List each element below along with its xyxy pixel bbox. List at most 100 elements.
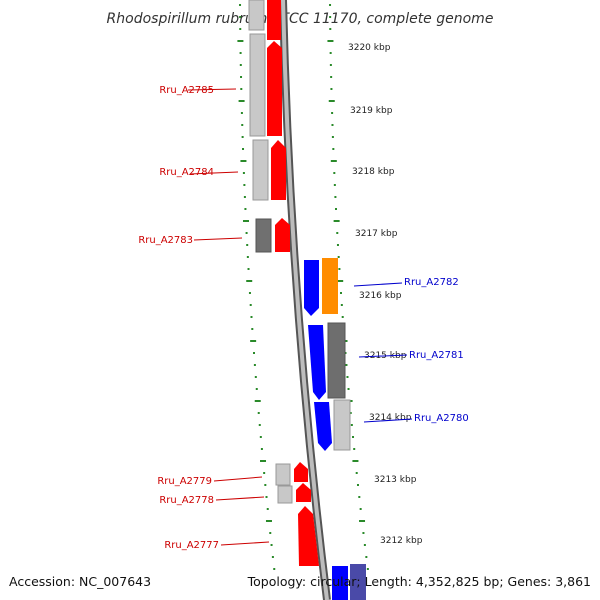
tick-mark (331, 112, 334, 114)
tick-mark (259, 436, 262, 438)
tick-mark (240, 76, 243, 78)
tick-mark (249, 304, 252, 306)
genome-backbone (279, 0, 331, 600)
tick-mark (338, 268, 341, 270)
tick-mark (330, 160, 337, 162)
tick-mark (240, 88, 243, 90)
tick-mark (332, 148, 335, 150)
tick-mark (336, 244, 339, 246)
tick-mark (264, 484, 267, 486)
feature-blue-arrow (308, 325, 326, 400)
gene-leader-line (215, 496, 265, 501)
tick-mark (329, 4, 332, 6)
scale-label: 3212 kbp (380, 536, 423, 546)
tick-mark (255, 388, 258, 390)
tick-mark (329, 52, 332, 54)
tick-mark (359, 508, 362, 510)
genome-stats-text: Topology: circular; Length: 4,352,825 bp… (247, 574, 591, 589)
tick-mark (341, 316, 344, 318)
tick-mark (248, 292, 251, 294)
tick-mark (333, 172, 336, 174)
feature-red-arrow (294, 462, 308, 482)
accession-text: Accession: NC_007643 (9, 574, 151, 589)
tick-mark (327, 40, 334, 42)
tick-mark (333, 220, 340, 222)
gene-leader-line (187, 88, 237, 91)
tick-mark (265, 496, 268, 498)
feature-red-arrow (271, 140, 286, 200)
gene-label: Rru_A2779 (157, 476, 212, 487)
feature-red-arrow (298, 506, 319, 566)
feature-gray (327, 322, 346, 399)
tick-mark (241, 136, 244, 138)
tick-mark (266, 508, 269, 510)
tick-mark (239, 4, 242, 6)
gene-label: Rru_A2783 (138, 235, 193, 246)
gene-leader-line (189, 171, 239, 175)
feature-orange (322, 258, 338, 314)
tick-mark (245, 232, 248, 234)
tick-mark (363, 544, 366, 546)
tick-mark (265, 520, 272, 522)
feature-slate (350, 564, 366, 600)
feature-blue-arrow (314, 402, 332, 451)
tick-mark (337, 256, 340, 258)
tick-mark (247, 268, 250, 270)
gene-label: Rru_A2780 (414, 413, 469, 424)
tick-mark (349, 412, 352, 414)
tick-mark (355, 472, 358, 474)
gene-leader-line (220, 541, 270, 546)
tick-mark (352, 436, 355, 438)
gene-label: Rru_A2781 (409, 350, 464, 361)
tick-mark (346, 376, 349, 378)
scale-label: 3214 kbp (369, 413, 412, 423)
tick-mark (244, 208, 247, 210)
tick-mark (337, 280, 344, 282)
feature-red-arrow (267, 41, 282, 136)
feature-blue-arrow (304, 260, 319, 316)
tick-mark (270, 544, 273, 546)
gene-leader-line (213, 476, 263, 482)
tick-mark (241, 124, 244, 126)
tick-mark (260, 448, 263, 450)
tick-mark (254, 400, 261, 402)
scale-label: 3219 kbp (350, 106, 393, 116)
gene-leader-line (193, 237, 243, 241)
feature-gray (277, 485, 293, 504)
gene-label: Rru_A2778 (159, 495, 214, 506)
feature-gray (248, 0, 265, 31)
gene-leader-line (358, 354, 408, 358)
tick-mark (254, 376, 257, 378)
tick-mark (260, 460, 267, 462)
tick-mark (242, 220, 249, 222)
tick-mark (250, 340, 257, 342)
tick-mark (251, 328, 254, 330)
tick-mark (273, 568, 276, 570)
tick-mark (246, 256, 249, 258)
tick-mark (242, 172, 245, 174)
tick-mark (328, 100, 335, 102)
tick-mark (331, 124, 334, 126)
tick-mark (240, 112, 243, 114)
tick-mark (366, 568, 369, 570)
map-title: Rhodospirillum rubrum ATCC 11170, comple… (107, 11, 494, 27)
tick-marks (237, 4, 369, 570)
feature-gray (255, 218, 272, 253)
tick-mark (329, 64, 332, 66)
feature-gray (333, 399, 351, 451)
feature-gray (249, 33, 266, 137)
tick-mark (352, 460, 359, 462)
gene-labels: Rru_A2785 Rru_A2784 Rru_A2783 Rru_A2782 Rru_… (138, 85, 468, 551)
tick-mark (329, 28, 332, 30)
tick-mark (333, 184, 336, 186)
tick-mark (250, 316, 253, 318)
tick-mark (358, 496, 361, 498)
tick-mark (269, 532, 272, 534)
tick-mark (253, 352, 256, 354)
gene-label: Rru_A2785 (159, 85, 214, 96)
tick-mark (336, 232, 339, 234)
feature-red (267, 0, 281, 40)
scale-label: 3218 kbp (352, 167, 395, 177)
tick-mark (246, 280, 253, 282)
tick-mark (334, 196, 337, 198)
